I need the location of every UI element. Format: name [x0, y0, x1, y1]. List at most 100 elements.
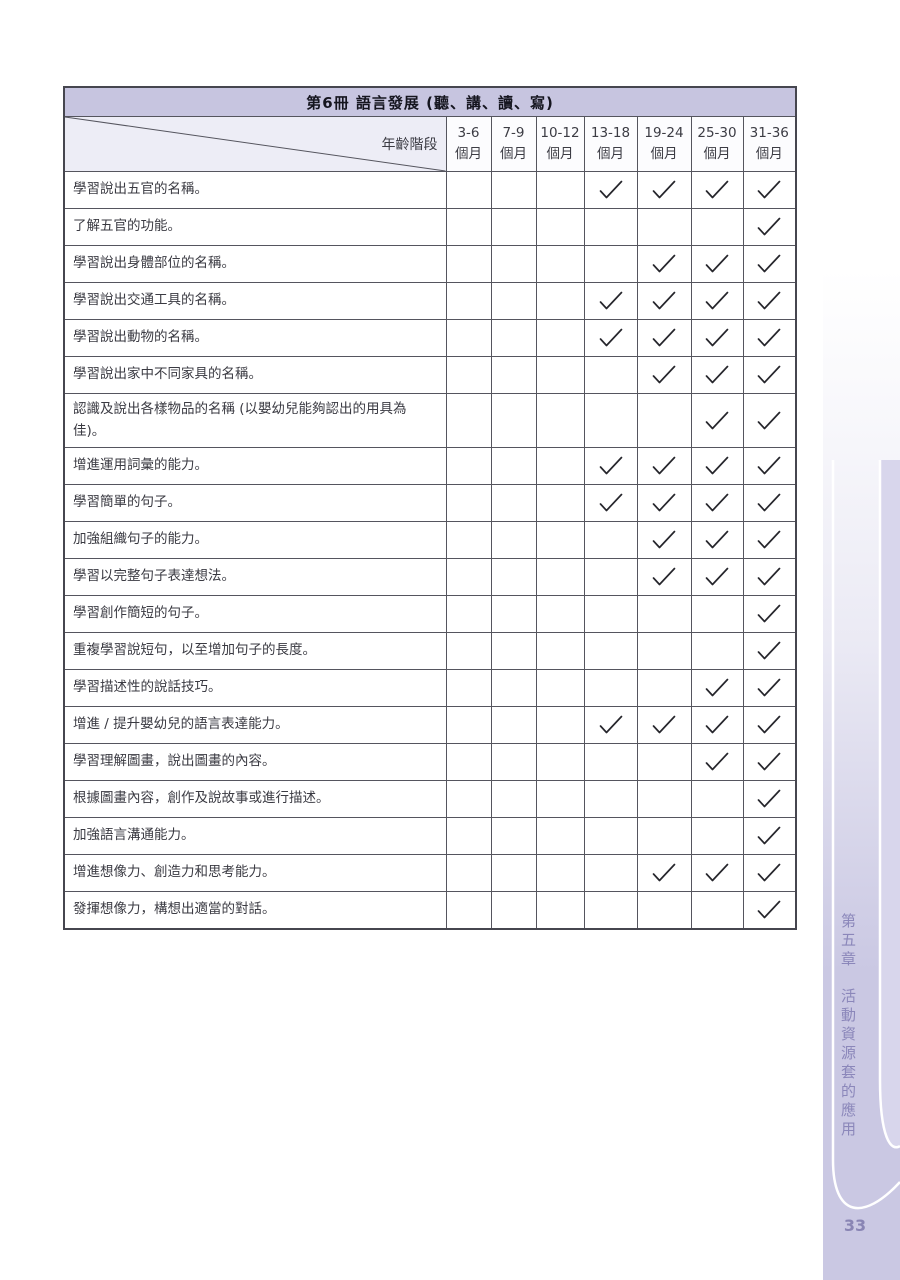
checkmark-icon [757, 789, 781, 808]
check-cell-checked [742, 392, 797, 449]
check-cell-empty [583, 392, 638, 449]
check-cell-empty [490, 632, 537, 671]
age-column-header: 13-18 個月 [583, 116, 638, 172]
check-cell-empty [690, 780, 744, 819]
check-cell-checked [583, 484, 638, 523]
check-cell-empty [636, 392, 692, 449]
objective-label: 學習創作簡短的句子。 [63, 595, 447, 634]
checkmark-icon [599, 180, 622, 199]
check-cell-empty [535, 595, 585, 634]
check-cell-empty [445, 780, 492, 819]
checkmark-icon [757, 530, 781, 549]
check-cell-empty [690, 817, 744, 856]
checkmark-icon [705, 328, 729, 347]
checkmark-icon [705, 456, 729, 475]
check-cell-empty [535, 171, 585, 209]
check-cell-checked [690, 521, 744, 560]
age-unit: 個月 [755, 146, 783, 162]
check-cell-checked [742, 854, 797, 893]
age-column-header: 7-9 個月 [490, 116, 537, 172]
checkmark-icon [757, 328, 781, 347]
check-cell-empty [445, 706, 492, 745]
check-cell-empty [445, 521, 492, 560]
check-cell-checked [636, 706, 692, 745]
checkmark-icon [757, 863, 781, 882]
table-row: 增進 / 提升嬰幼兒的語言表達能力。 [63, 706, 797, 745]
table-row: 學習理解圖畫，說出圖畫的內容。 [63, 743, 797, 782]
objective-label: 了解五官的功能。 [63, 208, 447, 246]
sidebar-section-label: 活動資源套的應用 [839, 988, 857, 1140]
check-cell-empty [490, 521, 537, 560]
check-cell-checked [636, 558, 692, 597]
check-cell-empty [535, 854, 585, 893]
age-column-header: 31-36 個月 [742, 116, 797, 172]
age-range: 25-30 [697, 125, 737, 142]
check-cell-checked [742, 319, 797, 357]
check-cell-empty [445, 171, 492, 209]
objective-label: 學習理解圖畫，說出圖畫的內容。 [63, 743, 447, 782]
check-cell-empty [445, 208, 492, 246]
table-row: 認識及說出各樣物品的名稱 (以嬰幼兒能夠認出的用具為佳)。 [63, 392, 797, 449]
check-cell-empty [445, 484, 492, 523]
checkmark-icon [757, 365, 781, 384]
objective-label: 增進運用詞彙的能力。 [63, 447, 447, 486]
check-cell-empty [535, 780, 585, 819]
check-cell-empty [636, 595, 692, 634]
check-cell-empty [445, 245, 492, 283]
checkmark-icon [757, 493, 781, 512]
age-column-header: 19-24 個月 [636, 116, 692, 172]
title-row: 第6冊 語言發展 (聽、講、讀、寫) [63, 86, 797, 117]
check-cell-empty [445, 595, 492, 634]
check-cell-empty [445, 669, 492, 708]
checkmark-icon [599, 456, 622, 475]
check-cell-checked [742, 282, 797, 320]
table-row: 根據圖畫內容，創作及說故事或進行描述。 [63, 780, 797, 819]
check-cell-empty [690, 595, 744, 634]
table-row: 學習簡單的句子。 [63, 484, 797, 523]
check-cell-empty [535, 208, 585, 246]
check-cell-empty [490, 891, 537, 930]
age-unit: 個月 [703, 146, 731, 162]
age-unit: 個月 [597, 146, 624, 162]
table-row: 學習創作簡短的句子。 [63, 595, 797, 634]
check-cell-empty [490, 282, 537, 320]
checkmark-icon [757, 291, 781, 310]
check-cell-empty [583, 245, 638, 283]
check-cell-checked [742, 669, 797, 708]
check-cell-checked [742, 632, 797, 671]
check-cell-empty [583, 669, 638, 708]
checkmark-icon [757, 217, 781, 236]
check-cell-empty [636, 743, 692, 782]
check-cell-empty [445, 282, 492, 320]
checkmark-icon [652, 863, 676, 882]
objective-label: 根據圖畫內容，創作及說故事或進行描述。 [63, 780, 447, 819]
swoosh-decoration [831, 460, 900, 1210]
table-body: 學習說出五官的名稱。 了解五官的功能。 學習說出身體部位的名稱。 學習說出交通工具的名… [63, 171, 797, 930]
check-cell-empty [583, 356, 638, 394]
table-row: 學習說出五官的名稱。 [63, 171, 797, 209]
objective-label: 加強語言溝通能力。 [63, 817, 447, 856]
check-cell-checked [636, 447, 692, 486]
checkmark-icon [757, 641, 781, 660]
check-cell-empty [445, 891, 492, 930]
checkmark-icon [652, 493, 676, 512]
check-cell-checked [742, 817, 797, 856]
check-cell-checked [636, 356, 692, 394]
check-cell-checked [690, 558, 744, 597]
objective-label: 重複學習說短句，以至增加句子的長度。 [63, 632, 447, 671]
check-cell-checked [636, 484, 692, 523]
check-cell-empty [583, 891, 638, 930]
check-cell-empty [535, 484, 585, 523]
check-cell-empty [583, 595, 638, 634]
check-cell-checked [690, 392, 744, 449]
checkmark-icon [652, 180, 676, 199]
age-unit: 個月 [455, 146, 482, 162]
check-cell-checked [742, 447, 797, 486]
checkmark-icon [705, 863, 729, 882]
checkmark-icon [599, 328, 622, 347]
check-cell-checked [583, 171, 638, 209]
check-cell-checked [636, 521, 692, 560]
check-cell-checked [742, 891, 797, 930]
check-cell-empty [445, 854, 492, 893]
